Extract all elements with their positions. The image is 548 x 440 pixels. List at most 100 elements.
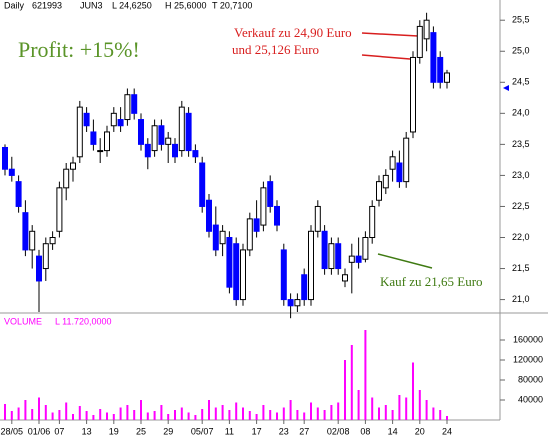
candle-body — [335, 243, 342, 270]
candle-body — [104, 131, 110, 152]
volume-bar — [276, 412, 278, 420]
x-tick-label: 13 — [82, 426, 92, 436]
volume-bar — [330, 405, 333, 420]
volume-bar — [140, 400, 142, 420]
candle-body — [314, 205, 321, 232]
volume-bar — [418, 390, 421, 420]
volume-bar — [378, 407, 380, 420]
volume-bar — [31, 409, 34, 420]
candle-body — [151, 125, 158, 152]
volume-tick-label: 80000 — [518, 374, 543, 384]
x-tick-label: 25 — [136, 426, 146, 436]
candle-body — [396, 162, 403, 183]
volume-bar — [242, 407, 244, 420]
candle-body — [110, 112, 117, 127]
volume-bar — [412, 362, 414, 420]
candle-body — [423, 19, 430, 40]
volume-bar — [310, 402, 312, 420]
volume-bar — [432, 407, 435, 420]
volume-header: L 11.720,0000 — [55, 316, 112, 326]
candle-body — [97, 150, 104, 153]
candle-body — [246, 218, 253, 251]
x-tick-label: 27 — [299, 426, 309, 436]
candle-body — [56, 187, 63, 232]
volume-bar — [303, 412, 306, 420]
candle-body — [90, 131, 97, 145]
candle-body — [49, 237, 56, 245]
sell-pointer — [361, 32, 419, 37]
candle-body — [233, 243, 240, 301]
volume-bar — [174, 410, 176, 420]
candle-body — [29, 230, 36, 251]
candle-body — [124, 94, 131, 121]
volume-bar — [214, 407, 217, 420]
volume-bar — [153, 411, 156, 420]
x-tick-label: 29 — [163, 426, 173, 436]
volume-bar — [92, 415, 95, 420]
volume-bar — [146, 412, 149, 420]
volume-header: VOLUME — [4, 316, 42, 326]
volume-bar — [364, 330, 367, 420]
candle-body — [321, 230, 328, 270]
volume-bar — [17, 407, 20, 420]
volume-bar — [208, 400, 210, 420]
candle-body — [362, 237, 369, 260]
candle-body — [192, 150, 199, 158]
candle-body — [430, 32, 437, 83]
candle-body — [219, 230, 226, 245]
x-tick-label: 07 — [54, 426, 64, 436]
x-tick-label: 14 — [388, 426, 398, 436]
volume-bar — [262, 405, 265, 420]
candle-body — [138, 119, 144, 145]
candle-body — [253, 218, 260, 232]
volume-bar — [337, 402, 340, 420]
candle-body — [403, 137, 410, 183]
x-tick-label: 11 — [225, 426, 234, 436]
volume-bar — [228, 410, 231, 420]
volume-bar — [65, 402, 68, 420]
candle-body — [144, 143, 151, 158]
volume-bar — [289, 400, 292, 420]
candle-body — [172, 143, 178, 158]
header-item: H 25,6000 — [165, 0, 207, 10]
volume-bar — [398, 395, 401, 420]
candle-body — [382, 174, 389, 189]
y-tick-label: 21,0 — [512, 294, 530, 304]
candle-body — [165, 137, 172, 145]
candle-body — [410, 56, 416, 133]
buy-pointer — [377, 253, 433, 269]
x-tick-label: 17 — [252, 426, 262, 436]
candle-body — [22, 212, 29, 251]
candle-body — [444, 72, 450, 83]
volume-bar — [201, 409, 204, 420]
volume-bar — [85, 411, 88, 420]
volume-bar — [384, 405, 387, 420]
header-item: 621993 — [32, 0, 62, 10]
candle-body — [178, 106, 185, 152]
volume-bar — [391, 410, 394, 420]
candle-body — [83, 112, 90, 127]
volume-bar — [316, 407, 319, 420]
candle-body — [2, 146, 8, 170]
candle-body — [36, 255, 42, 282]
header-item: L 24,6250 — [112, 0, 152, 10]
candle-body — [76, 106, 83, 158]
volume-bar — [371, 397, 374, 420]
candle-body — [117, 119, 124, 127]
volume-tick-label: 120000 — [513, 354, 543, 364]
volume-bar — [160, 405, 163, 420]
volume-bar — [78, 406, 81, 420]
volume-bar — [44, 405, 47, 420]
candle-body — [240, 249, 246, 301]
candle-body — [301, 274, 308, 301]
volume-bar — [296, 410, 299, 420]
volume-bar — [133, 410, 136, 420]
volume-bar — [248, 411, 251, 420]
volume-bar — [58, 410, 61, 420]
x-tick-label: 19 — [109, 426, 119, 436]
volume-bar — [10, 411, 13, 420]
x-tick-label: 08 — [360, 426, 370, 436]
candle-body — [274, 205, 280, 226]
annotation: Profit: +15%! — [18, 37, 140, 62]
volume-bar — [439, 410, 442, 420]
